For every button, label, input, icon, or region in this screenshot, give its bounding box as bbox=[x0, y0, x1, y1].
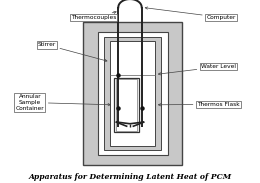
Bar bbox=[83, 22, 182, 165]
Text: Computer: Computer bbox=[145, 7, 236, 20]
Text: Water Level: Water Level bbox=[158, 64, 236, 75]
Text: Stirrer: Stirrer bbox=[38, 42, 107, 61]
Bar bbox=[114, 78, 139, 132]
Text: Thermocouples: Thermocouples bbox=[71, 11, 116, 20]
Text: Thermos Flask: Thermos Flask bbox=[158, 102, 240, 107]
Bar bbox=[104, 37, 161, 150]
Text: Apparatus for Determining Latent Heat of PCM: Apparatus for Determining Latent Heat of… bbox=[28, 173, 232, 181]
Bar bbox=[110, 41, 155, 146]
Bar bbox=[98, 32, 168, 155]
Bar bbox=[116, 79, 137, 130]
Text: Annular
Sample
Container: Annular Sample Container bbox=[16, 94, 110, 111]
